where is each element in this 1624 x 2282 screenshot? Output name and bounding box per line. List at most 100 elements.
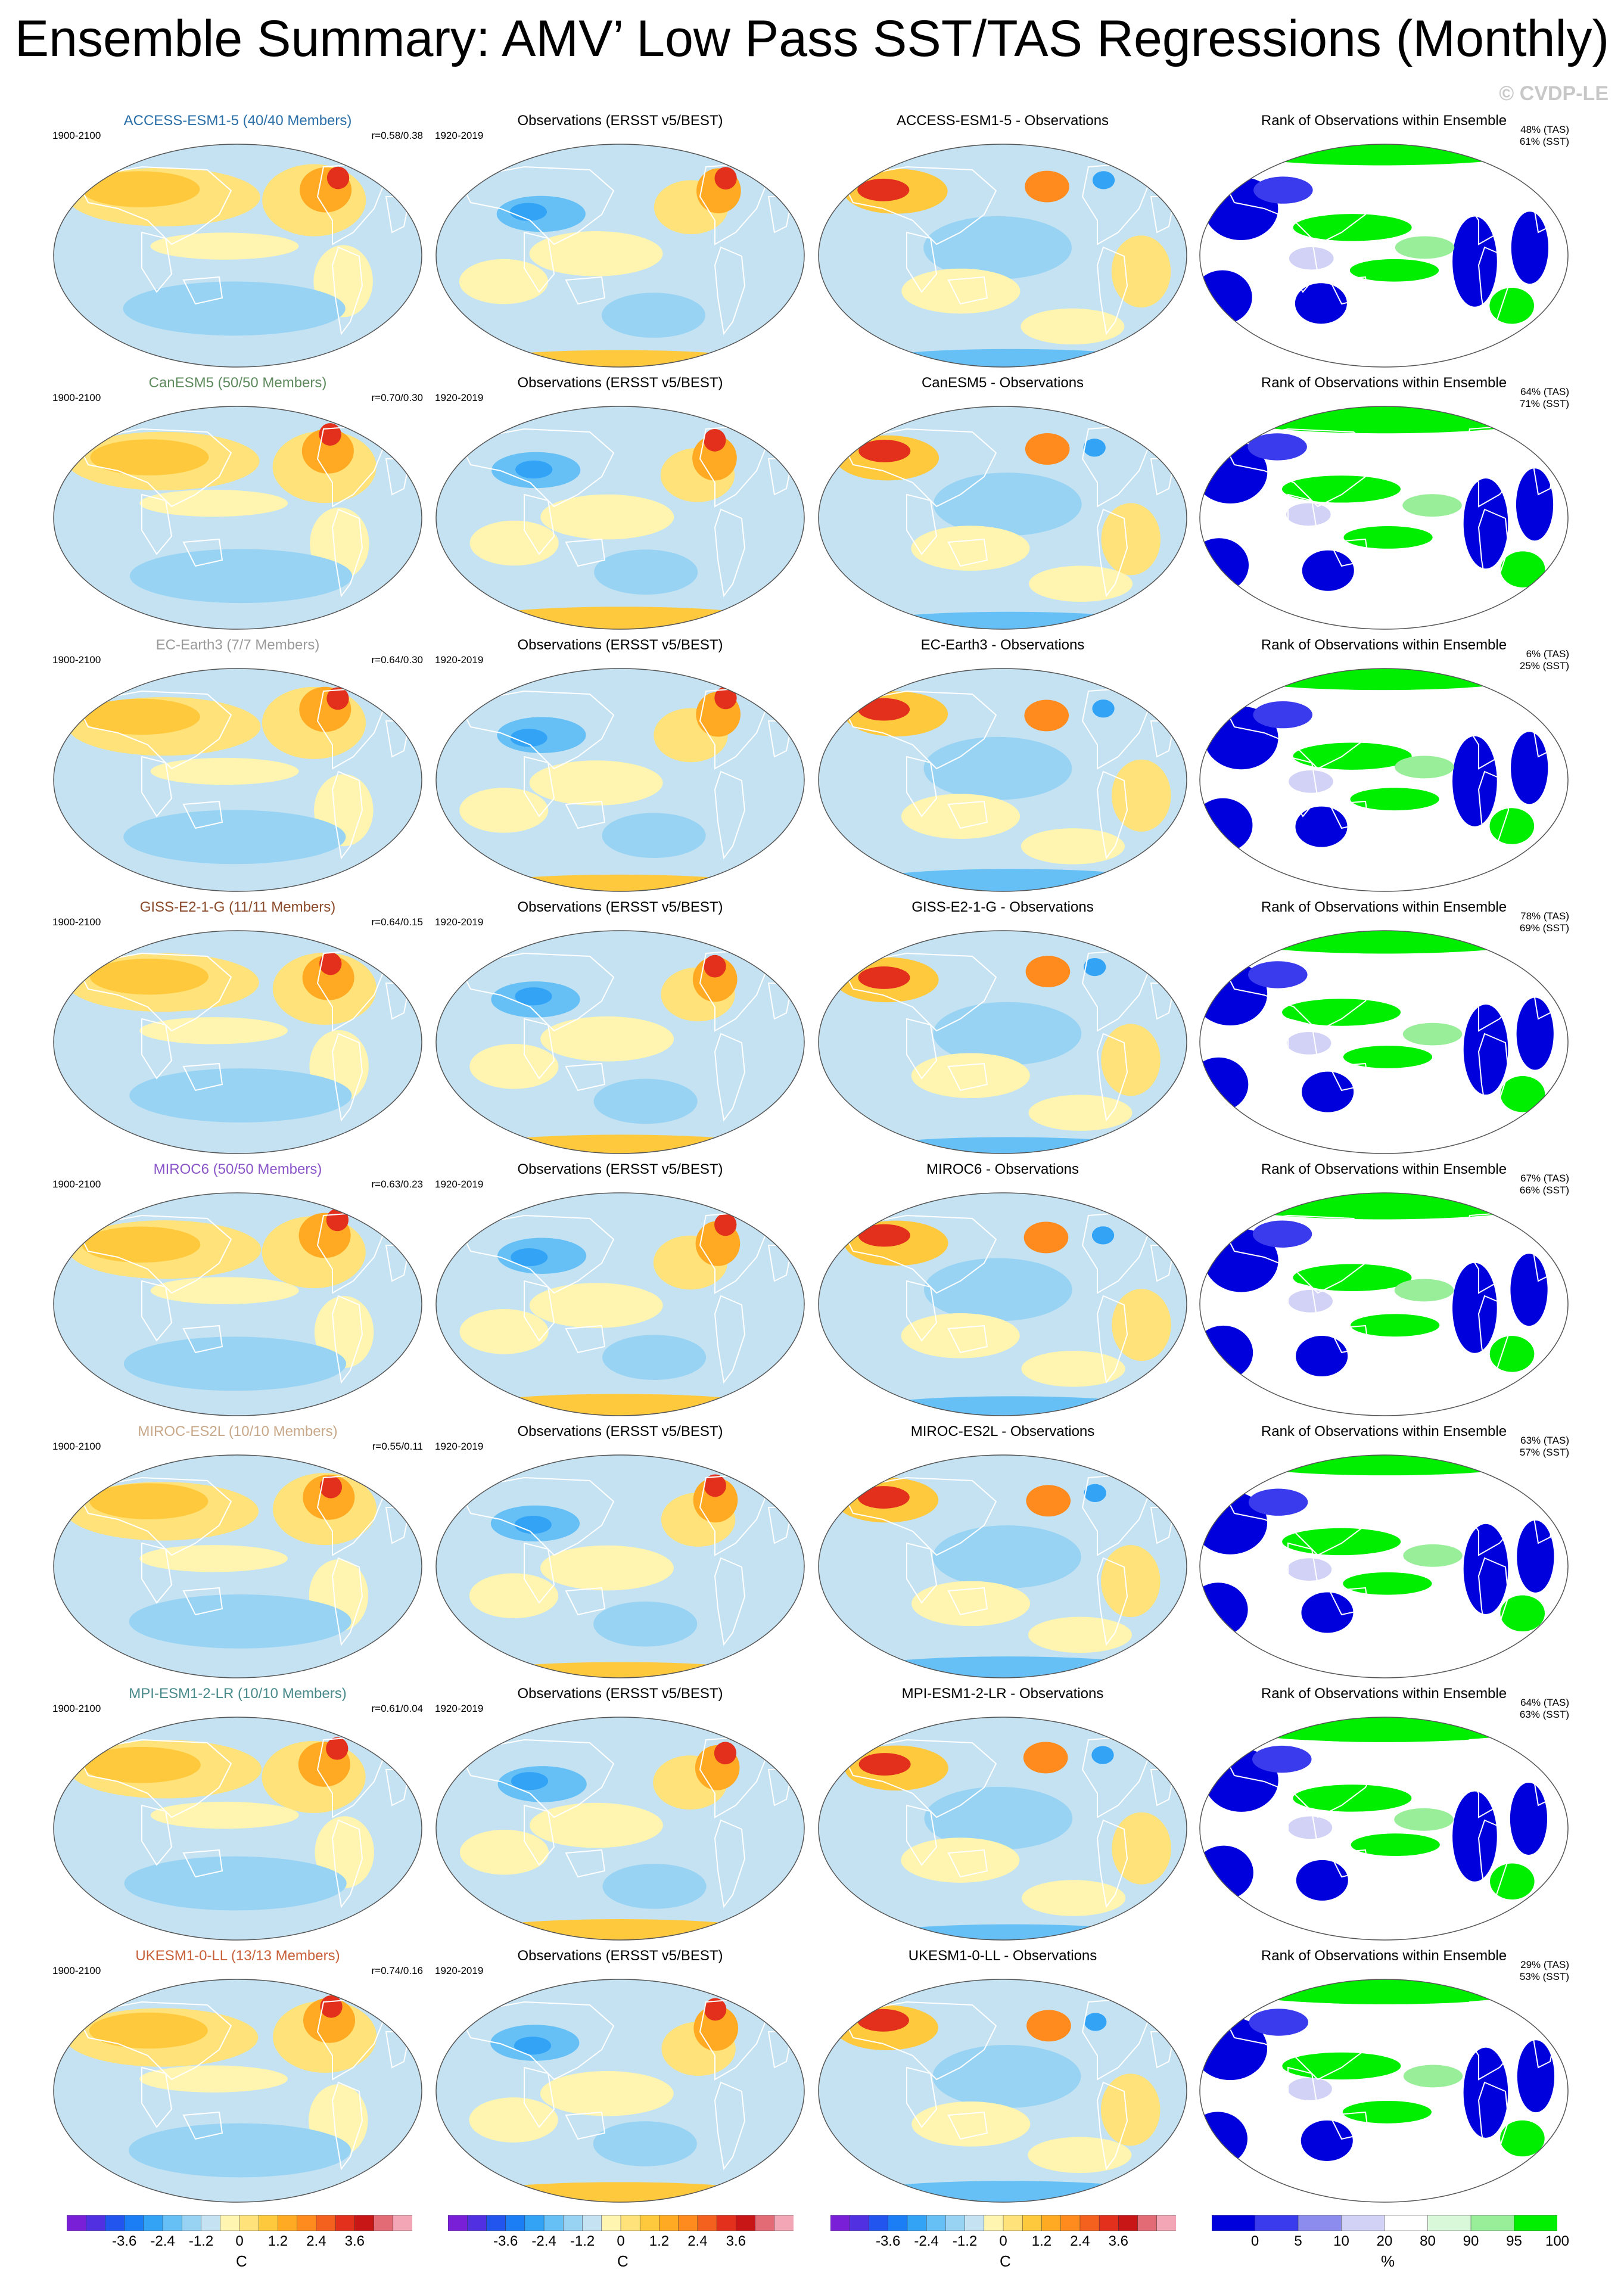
regression-colorbar-tick-label: -1.2 [570, 2233, 595, 2249]
regression-colorbar-swatch [85, 2215, 106, 2231]
regression-colorbar-swatch [393, 2215, 412, 2231]
regression-colorbar-swatch [1041, 2215, 1062, 2231]
regression-colorbar-swatch [869, 2215, 889, 2231]
regression-colorbar-swatch [162, 2215, 183, 2231]
rank-panel-title: Rank of Observations within Ensemble [1261, 1686, 1507, 1702]
rank-colorbar-swatch [1298, 2215, 1342, 2231]
model-period-label: 1900-2100 [52, 130, 101, 141]
rank-tas-percent: 64% (TAS) [1520, 1697, 1569, 1708]
regression-colorbar-swatch [448, 2215, 468, 2231]
observations-panel-title: Observations (ERSST v5/BEST) [517, 1423, 723, 1440]
difference-panel-title: CanESM5 - Observations [921, 375, 1084, 391]
rank-colorbar-tick-label: 100 [1545, 2233, 1570, 2249]
observations-period-label: 1920-2019 [435, 392, 484, 403]
rank-map [1199, 930, 1569, 1154]
regression-colorbar-swatch [965, 2215, 985, 2231]
rank-colorbar-swatch [1427, 2215, 1471, 2231]
regression-colorbar-swatch [582, 2215, 602, 2231]
diff-map [818, 144, 1187, 368]
observations-panel-title: Observations (ERSST v5/BEST) [517, 1948, 723, 1964]
rank-map [1199, 668, 1569, 892]
regression-colorbar-swatch [601, 2215, 621, 2231]
rank-colorbar-tick-label: 10 [1333, 2233, 1349, 2249]
rank-sst-percent: 57% (SST) [1519, 1447, 1569, 1458]
pattern-correlation-label: r=0.58/0.38 [371, 130, 424, 141]
rank-colorbar-swatch [1255, 2215, 1299, 2231]
model-panel-title: GISS-E2-1-G (11/11 Members) [139, 899, 336, 915]
obs-map [435, 668, 805, 892]
observations-panel-title: Observations (ERSST v5/BEST) [517, 899, 723, 915]
rank-map [1199, 1979, 1569, 2203]
regression-colorbar-swatch [907, 2215, 927, 2231]
model-panel-title: UKESM1-0-LL (13/13 Members) [135, 1948, 340, 1964]
rank-panel-title: Rank of Observations within Ensemble [1261, 899, 1507, 915]
regression-colorbar-unit: C [236, 2252, 247, 2270]
observations-period-label: 1920-2019 [435, 1703, 484, 1714]
diff-map [818, 1717, 1187, 1941]
rank-tas-percent: 29% (TAS) [1520, 1959, 1569, 1970]
regression-colorbar-swatch [182, 2215, 202, 2231]
rank-colorbar-unit: % [1381, 2252, 1395, 2270]
rank-map [1199, 144, 1569, 368]
regression-colorbar-swatch [716, 2215, 737, 2231]
diff-map [818, 930, 1187, 1154]
regression-colorbar-swatch [543, 2215, 564, 2231]
regression-colorbar-swatch [1156, 2215, 1176, 2231]
difference-panel-title: GISS-E2-1-G - Observations [911, 899, 1094, 915]
difference-panel-title: UKESM1-0-LL - Observations [908, 1948, 1097, 1964]
diff-map [818, 1454, 1187, 1678]
regression-colorbar-tick-label: 1.2 [1031, 2233, 1052, 2249]
rank-colorbar-swatch [1384, 2215, 1429, 2231]
model-map [53, 1979, 422, 2203]
regression-colorbar-swatch [335, 2215, 356, 2231]
rank-panel-title: Rank of Observations within Ensemble [1261, 113, 1507, 129]
regression-colorbar-swatch [316, 2215, 336, 2231]
regression-colorbar-swatch [524, 2215, 545, 2231]
regression-colorbar-swatch [278, 2215, 298, 2231]
regression-colorbar-swatch [736, 2215, 756, 2231]
pattern-correlation-label: r=0.64/0.15 [371, 916, 424, 928]
model-map [53, 406, 422, 630]
regression-colorbar-tick-label: 2.4 [306, 2233, 326, 2249]
difference-panel-title: MIROC-ES2L - Observations [910, 1423, 1095, 1440]
difference-panel-title: EC-Earth3 - Observations [920, 637, 1085, 653]
pattern-correlation-label: r=0.55/0.11 [372, 1441, 423, 1452]
rank-sst-percent: 66% (SST) [1519, 1184, 1569, 1196]
diff-map [818, 1979, 1187, 2203]
main-title: Ensemble Summary: AMV’ Low Pass SST/TAS … [14, 10, 1610, 67]
regression-colorbar-swatch [220, 2215, 240, 2231]
observations-panel-title: Observations (ERSST v5/BEST) [517, 1161, 723, 1177]
regression-colorbar-swatch [563, 2215, 583, 2231]
regression-colorbar-swatch [888, 2215, 908, 2231]
model-map [53, 144, 422, 368]
regression-colorbar-tick-label: -1.2 [952, 2233, 978, 2249]
regression-colorbar-tick-label: -2.4 [914, 2233, 939, 2249]
regression-colorbar-tick-label: 3.6 [726, 2233, 746, 2249]
rank-sst-percent: 69% (SST) [1519, 922, 1569, 934]
diff-map [818, 1192, 1187, 1416]
regression-colorbar [67, 2215, 412, 2231]
regression-colorbar-swatch [659, 2215, 679, 2231]
regression-colorbar [448, 2215, 794, 2231]
model-panel-title: MIROC-ES2L (10/10 Members) [138, 1423, 338, 1440]
rank-panel-title: Rank of Observations within Ensemble [1261, 1423, 1507, 1440]
regression-colorbar-swatch [105, 2215, 125, 2231]
regression-colorbar-swatch [143, 2215, 163, 2231]
pattern-correlation-label: r=0.61/0.04 [371, 1703, 424, 1714]
regression-colorbar-tick-label: 2.4 [687, 2233, 708, 2249]
regression-colorbar-tick-label: 0 [617, 2233, 625, 2249]
model-period-label: 1900-2100 [52, 1179, 101, 1190]
regression-colorbar-swatch [374, 2215, 394, 2231]
rank-map [1199, 1192, 1569, 1416]
regression-colorbar-swatch [1003, 2215, 1023, 2231]
regression-colorbar-swatch [849, 2215, 870, 2231]
regression-colorbar-swatch [354, 2215, 375, 2231]
regression-colorbar-swatch [486, 2215, 506, 2231]
pattern-correlation-label: r=0.70/0.30 [371, 392, 424, 403]
regression-colorbar-tick-label: 2.4 [1070, 2233, 1090, 2249]
rank-panel-title: Rank of Observations within Ensemble [1261, 1948, 1507, 1964]
regression-colorbar-swatch [1099, 2215, 1119, 2231]
regression-colorbar-swatch [755, 2215, 775, 2231]
observations-period-label: 1920-2019 [435, 1441, 484, 1452]
